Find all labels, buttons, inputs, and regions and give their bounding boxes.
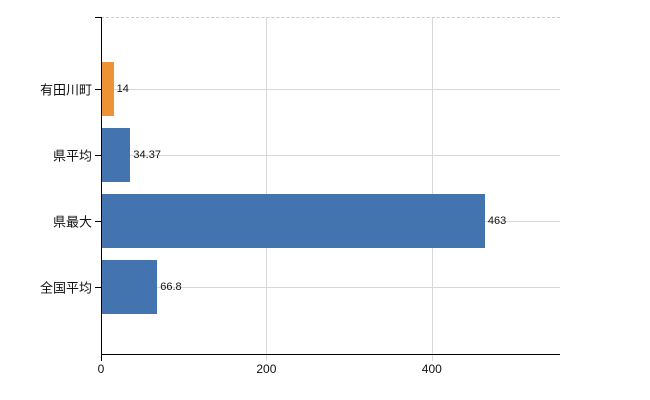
x-tick-label: 0 <box>97 362 105 376</box>
value-label: 34.37 <box>133 149 161 161</box>
y-axis-tick <box>95 155 101 156</box>
category-label: 県平均 <box>52 148 92 164</box>
y-axis-tick <box>95 287 101 288</box>
x-axis-line <box>101 354 560 355</box>
y-axis-tick <box>95 89 101 90</box>
category-label: 有田川町 <box>39 82 92 98</box>
x-gridline <box>431 17 433 355</box>
value-label: 66.8 <box>160 281 182 293</box>
y-axis-top-tick <box>95 17 101 18</box>
value-label: 14 <box>116 83 129 95</box>
y-gridline <box>101 155 560 156</box>
category-label: 全国平均 <box>39 280 92 296</box>
x-tick-label: 400 <box>421 362 442 376</box>
bar <box>102 194 485 248</box>
bar <box>102 260 158 314</box>
bar <box>102 62 114 116</box>
plot-top-border <box>101 17 560 18</box>
y-axis-line <box>101 17 102 355</box>
y-axis-tick <box>95 221 101 222</box>
x-axis-tick <box>266 355 268 361</box>
category-label: 県最大 <box>52 214 92 230</box>
y-gridline <box>101 287 560 288</box>
x-tick-label: 200 <box>256 362 277 376</box>
x-axis-tick <box>101 355 102 361</box>
x-axis-tick <box>431 355 433 361</box>
x-gridline <box>266 17 268 355</box>
value-label: 463 <box>487 215 507 227</box>
plot-area: 14 34.37 463 66.8 <box>95 17 560 361</box>
bar <box>102 128 131 182</box>
y-gridline <box>101 89 560 90</box>
